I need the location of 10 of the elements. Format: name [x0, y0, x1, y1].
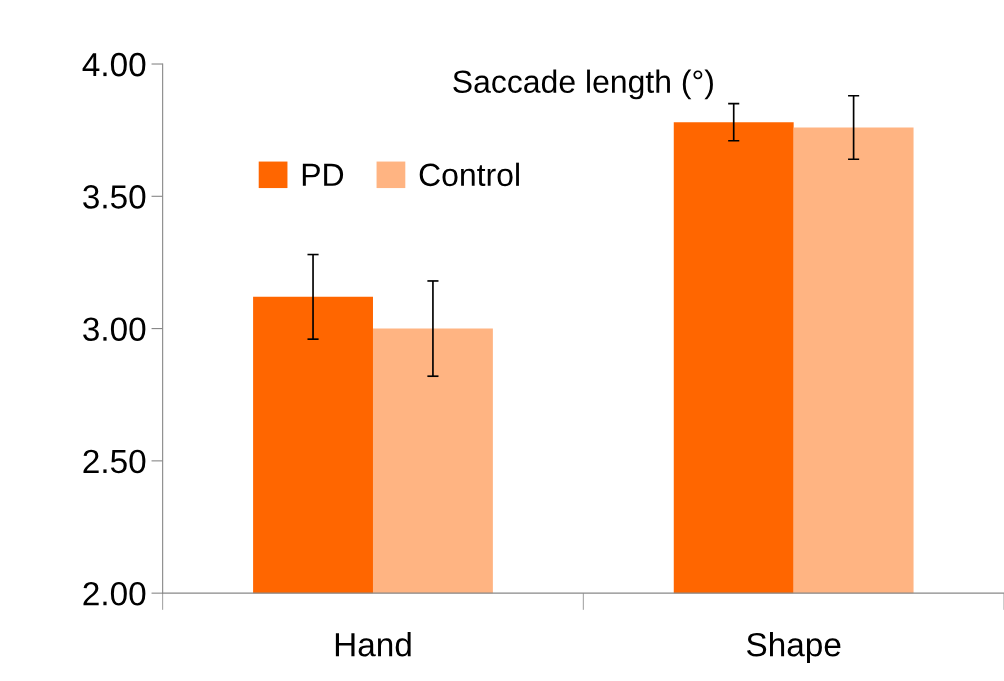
chart-title: Saccade length (°): [453, 69, 713, 100]
legend-label: Control: [419, 162, 519, 187]
y-tick-label: 3.50: [83, 185, 146, 209]
x-tick-label: Shape: [746, 632, 841, 664]
x-tick-label: Hand: [335, 632, 411, 657]
y-tick-label: 3.00: [83, 317, 146, 341]
legend-label: PD: [302, 163, 344, 186]
y-tick-label: 4.00: [82, 52, 146, 77]
y-tick-label: 2.00: [83, 581, 146, 606]
y-tick-label: 2.50: [83, 449, 146, 474]
